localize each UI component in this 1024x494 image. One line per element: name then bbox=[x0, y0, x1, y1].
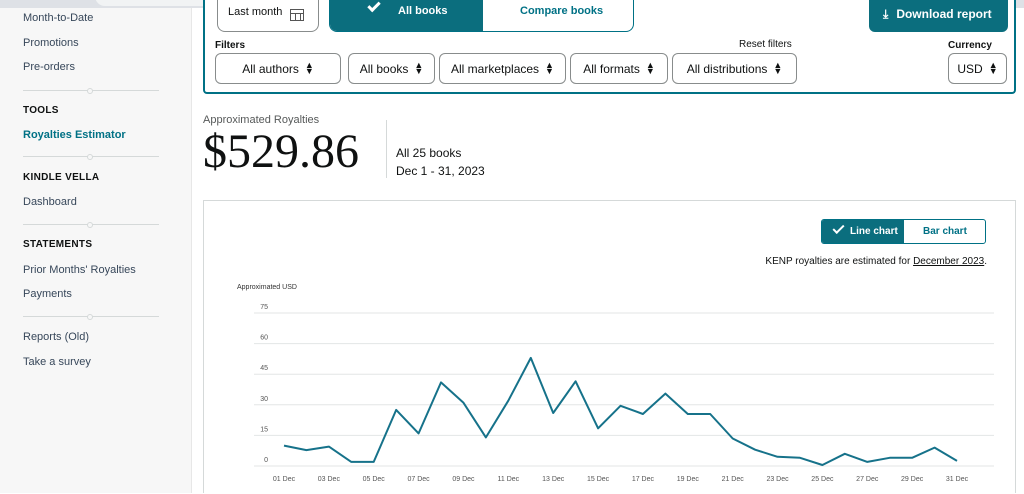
sidebar-heading-statements: STATEMENTS bbox=[23, 239, 92, 250]
x-tick-label: 27 Dec bbox=[856, 476, 879, 483]
all-books-tab[interactable]: All books bbox=[330, 0, 483, 32]
chevron-updown-icon: ▲▼ bbox=[305, 62, 314, 74]
x-tick-label: 01 Dec bbox=[273, 476, 296, 483]
filter-panel: Last month All books Compare books ⤓ Down… bbox=[203, 0, 1016, 94]
compare-books-tab-label: Compare books bbox=[520, 5, 603, 17]
reset-filters-link[interactable]: Reset filters bbox=[739, 39, 792, 50]
chart-card: Line chart Bar chart KENP royalties are … bbox=[203, 200, 1016, 493]
x-tick-label: 05 Dec bbox=[363, 476, 386, 483]
sidebar-item-royalties-estimator[interactable]: Royalties Estimator bbox=[23, 129, 126, 141]
chevron-updown-icon: ▲▼ bbox=[989, 62, 998, 74]
sidebar-item-take-a-survey[interactable]: Take a survey bbox=[23, 356, 91, 368]
sidebar-divider bbox=[23, 316, 159, 317]
filters-label: Filters bbox=[215, 40, 245, 51]
x-tick-label: 13 Dec bbox=[542, 476, 565, 483]
compare-books-tab[interactable]: Compare books bbox=[483, 0, 634, 32]
download-icon: ⤓ bbox=[883, 7, 888, 22]
chevron-updown-icon: ▲▼ bbox=[414, 62, 423, 74]
summary-divider bbox=[386, 120, 387, 178]
currency-dropdown-value: USD bbox=[957, 62, 982, 76]
sidebar-item-reports-old[interactable]: Reports (Old) bbox=[23, 331, 89, 343]
distributions-dropdown-value: All distributions bbox=[687, 62, 768, 76]
books-dropdown[interactable]: All books ▲▼ bbox=[348, 53, 435, 84]
x-tick-label: 21 Dec bbox=[722, 476, 745, 483]
chevron-updown-icon: ▲▼ bbox=[773, 62, 782, 74]
sidebar-heading-kindle-vella: KINDLE VELLA bbox=[23, 172, 99, 183]
royalties-amount: $529.86 bbox=[203, 124, 359, 179]
y-tick-label: 0 bbox=[264, 457, 268, 464]
x-tick-label: 17 Dec bbox=[632, 476, 655, 483]
sidebar-item-month-to-date[interactable]: Month-to-Date bbox=[23, 12, 93, 24]
authors-dropdown[interactable]: All authors ▲▼ bbox=[215, 53, 341, 84]
sidebar-item-dashboard[interactable]: Dashboard bbox=[23, 196, 77, 208]
y-tick-label: 45 bbox=[260, 365, 268, 372]
x-tick-label: 23 Dec bbox=[766, 476, 789, 483]
marketplaces-dropdown-value: All marketplaces bbox=[451, 62, 539, 76]
currency-label: Currency bbox=[948, 40, 992, 51]
authors-dropdown-value: All authors bbox=[242, 62, 299, 76]
y-tick-label: 30 bbox=[260, 396, 268, 403]
sidebar-item-pre-orders[interactable]: Pre-orders bbox=[23, 61, 75, 73]
sidebar-item-prior-months-royalties[interactable]: Prior Months' Royalties bbox=[23, 264, 136, 276]
x-tick-label: 29 Dec bbox=[901, 476, 924, 483]
sidebar-item-promotions[interactable]: Promotions bbox=[23, 37, 79, 49]
date-range-text: Dec 1 - 31, 2023 bbox=[396, 164, 485, 178]
chevron-updown-icon: ▲▼ bbox=[646, 62, 655, 74]
currency-dropdown[interactable]: USD ▲▼ bbox=[948, 53, 1007, 84]
royalties-line-chart: Approximated USD 0 15 30 45 60 75 01 Dec 03 Dec 0… bbox=[204, 201, 1015, 494]
download-report-button[interactable]: ⤓ Download report bbox=[869, 0, 1008, 32]
sidebar-nav: Month-to-Date Promotions Pre-orders TOOL… bbox=[0, 8, 192, 493]
date-range-label: Last month bbox=[228, 6, 282, 18]
sidebar-item-payments[interactable]: Payments bbox=[23, 288, 72, 300]
x-tick-label: 31 Dec bbox=[946, 476, 969, 483]
all-books-tab-label: All books bbox=[398, 5, 448, 17]
x-tick-label: 19 Dec bbox=[677, 476, 700, 483]
sidebar-divider bbox=[23, 90, 159, 91]
distributions-dropdown[interactable]: All distributions ▲▼ bbox=[672, 53, 797, 84]
sidebar-divider bbox=[23, 156, 159, 157]
x-tick-label: 25 Dec bbox=[811, 476, 834, 483]
check-icon bbox=[367, 0, 380, 12]
chevron-updown-icon: ▲▼ bbox=[545, 62, 554, 74]
x-tick-label: 07 Dec bbox=[408, 476, 431, 483]
books-dropdown-value: All books bbox=[360, 62, 409, 76]
formats-dropdown-value: All formats bbox=[583, 62, 640, 76]
calendar-icon bbox=[290, 9, 304, 21]
marketplaces-dropdown[interactable]: All marketplaces ▲▼ bbox=[439, 53, 566, 84]
y-tick-label: 15 bbox=[260, 426, 268, 433]
y-tick-label: 75 bbox=[260, 304, 268, 311]
book-view-toggle: All books Compare books bbox=[329, 0, 634, 32]
sidebar-divider bbox=[23, 224, 159, 225]
sidebar-heading-tools: TOOLS bbox=[23, 105, 59, 116]
x-tick-label: 03 Dec bbox=[318, 476, 341, 483]
x-tick-label: 15 Dec bbox=[587, 476, 610, 483]
date-range-button[interactable]: Last month bbox=[217, 0, 319, 32]
x-tick-label: 11 Dec bbox=[497, 476, 519, 483]
books-count: All 25 books bbox=[396, 146, 461, 160]
y-axis-title: Approximated USD bbox=[237, 284, 297, 291]
formats-dropdown[interactable]: All formats ▲▼ bbox=[570, 53, 668, 84]
x-tick-label: 09 Dec bbox=[452, 476, 475, 483]
y-tick-label: 60 bbox=[260, 335, 268, 342]
download-report-label: Download report bbox=[896, 7, 991, 21]
